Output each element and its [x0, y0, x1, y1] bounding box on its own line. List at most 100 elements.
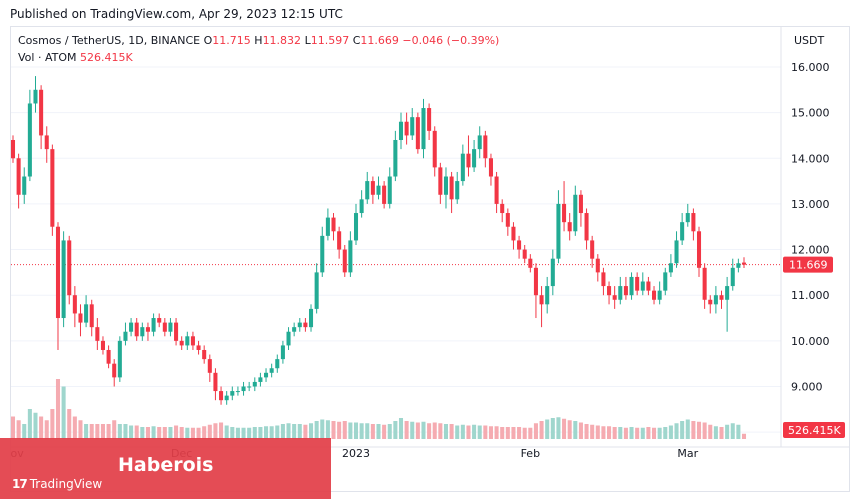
candle-body — [207, 359, 212, 373]
candle-body — [393, 139, 398, 177]
volume-bar — [342, 421, 347, 439]
candle-body — [573, 194, 578, 232]
candle-body — [370, 181, 375, 195]
volume-bar — [100, 424, 105, 439]
candle-body — [22, 176, 27, 195]
price-axis[interactable]: USDT 16.000 15.000 14.000 13.000 12.000 11.000… — [780, 27, 845, 447]
volume-bar — [449, 424, 454, 439]
candle-body — [556, 203, 561, 259]
volume-bar — [22, 424, 27, 439]
volume-bar — [618, 427, 623, 439]
volume-bar — [713, 426, 718, 439]
volume-bar — [741, 433, 747, 439]
price-tick-label: 11.000 — [791, 289, 830, 302]
volume-bar — [269, 426, 274, 439]
tradingview-logo[interactable]: 17 TradingView — [12, 477, 102, 491]
price-tick-label: 13.000 — [791, 198, 830, 211]
candle-body — [162, 322, 167, 332]
candle-body — [55, 226, 61, 319]
volume-bar — [252, 427, 257, 439]
candle-body — [674, 240, 679, 264]
candle-body — [264, 372, 269, 378]
candle-body — [528, 258, 533, 268]
volume-bar — [607, 426, 612, 439]
candle-body — [308, 308, 314, 328]
volume-bar — [235, 427, 240, 439]
candle-body — [11, 139, 16, 159]
volume-bar — [387, 424, 392, 439]
candle-body — [275, 359, 280, 369]
volume-bar — [84, 424, 89, 439]
candle-body — [533, 267, 538, 296]
volume-bar — [398, 418, 404, 439]
currency-label: USDT — [794, 34, 825, 47]
volume-bar — [719, 427, 724, 439]
volume-bar — [16, 420, 21, 439]
candle-body — [494, 176, 499, 204]
volume-bar — [190, 427, 195, 439]
volume-bar — [393, 421, 398, 439]
volume-bar — [494, 426, 499, 439]
candle-body — [359, 199, 364, 214]
candle-body — [348, 240, 353, 273]
candle-body — [337, 231, 342, 250]
volume-bar — [376, 424, 381, 439]
candle-body — [16, 158, 21, 195]
volume-bar — [365, 423, 370, 439]
volume-bar — [297, 424, 302, 439]
volume-bar — [123, 424, 128, 439]
low-value: 11.597 — [310, 34, 350, 47]
candle-body — [112, 363, 117, 378]
volume-bar — [39, 416, 44, 439]
volume-bar — [129, 425, 134, 439]
candle-body — [61, 240, 66, 319]
volume-bar — [443, 424, 449, 439]
price-tick-label: 14.000 — [791, 152, 830, 165]
candle-body — [663, 272, 668, 291]
volume-bar — [382, 424, 387, 439]
candle-body — [252, 381, 257, 387]
volume-bar — [33, 412, 38, 439]
candle-body — [455, 181, 460, 200]
candle-body — [174, 322, 179, 341]
candle-body — [652, 290, 657, 300]
candle-body — [129, 322, 134, 332]
price-gridlines — [11, 66, 781, 433]
volume-bar — [145, 427, 150, 439]
chart-frame[interactable]: USDT 16.000 15.000 14.000 13.000 12.000 11.000… — [10, 26, 850, 492]
candle-body — [185, 336, 190, 346]
volume-bar — [280, 424, 285, 439]
candle-body — [623, 286, 628, 296]
volume-bar — [168, 427, 173, 439]
candle-body — [635, 276, 640, 291]
candle-body — [84, 304, 89, 323]
candle-body — [511, 226, 516, 241]
volume-bar — [629, 427, 634, 439]
volume-bar — [185, 427, 190, 439]
candle-body — [258, 377, 263, 382]
candle-body — [725, 286, 730, 300]
candle-body — [27, 103, 32, 177]
candle-body — [353, 213, 359, 241]
candle-body — [179, 340, 184, 346]
volume-bar — [202, 426, 207, 439]
volume-bar — [522, 427, 527, 439]
candlestick-chart[interactable]: USDT 16.000 15.000 14.000 13.000 12.000 11.000… — [11, 27, 849, 491]
candle-body — [562, 203, 567, 223]
volume-bar — [725, 424, 730, 439]
candle-body — [196, 345, 201, 350]
candle-body — [140, 327, 145, 337]
volume-bar — [556, 417, 561, 439]
candle-body — [741, 262, 747, 265]
candle-body — [685, 213, 690, 223]
volume-bar — [258, 427, 263, 439]
volume-bar — [674, 423, 679, 439]
ohlc-legend: Cosmos / TetherUS, 1D, BINANCE O11.715 H… — [18, 34, 499, 47]
candle-body — [696, 231, 702, 268]
volume-bar — [691, 421, 696, 439]
candle-body — [517, 240, 522, 250]
candle-body — [584, 213, 589, 241]
candle-body — [168, 322, 173, 332]
published-header: Published on TradingView.com, Apr 29, 20… — [10, 7, 343, 21]
volume-bar — [151, 426, 156, 439]
